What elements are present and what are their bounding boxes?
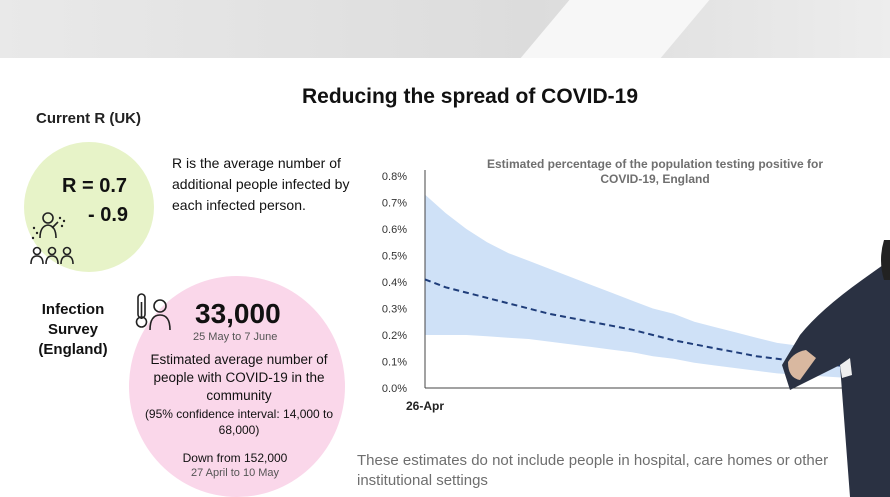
- y-tick-label: 0.2%: [382, 330, 407, 342]
- y-tick-label: 0.1%: [382, 357, 407, 369]
- y-tick-label: 0.6%: [382, 224, 407, 236]
- r-circle: [24, 142, 154, 272]
- infection-survey-label: Infection Survey (England): [38, 301, 108, 358]
- infection-circle: [129, 276, 345, 497]
- previous-estimate-text: Down from 152,000: [182, 451, 288, 465]
- y-tick-label: 0.8%: [382, 171, 407, 183]
- current-r-label: Current R (UK): [36, 110, 141, 127]
- x-tick-label: 26-Apr: [406, 399, 444, 413]
- chart-title: Estimated percentage of the population t…: [486, 157, 824, 186]
- infection-count: 33,000: [195, 298, 281, 329]
- top-background-band: [0, 0, 890, 58]
- infection-estimate-text: Estimated average number of people with …: [150, 352, 328, 403]
- footnote: These estimates do not include people in…: [357, 452, 829, 489]
- confidence-band: [425, 194, 860, 379]
- r-value: R = 0.7 - 0.9: [62, 172, 128, 230]
- confidence-interval-text: (95% confidence interval: 14,000 to 68,0…: [144, 407, 334, 437]
- y-tick-label: 0.0%: [382, 383, 407, 395]
- y-tick-label: 0.3%: [382, 304, 407, 316]
- slide-title: Reducing the spread of COVID-19: [301, 85, 639, 108]
- presenter-silhouette: [782, 240, 890, 497]
- r-value-line2: - 0.9: [88, 204, 129, 226]
- y-tick-label: 0.4%: [382, 277, 407, 289]
- r-value-line1: R = 0.7: [62, 175, 128, 197]
- infection-date-range: 25 May to 7 June: [193, 331, 278, 343]
- y-tick-label: 0.5%: [382, 251, 407, 263]
- y-tick-label: 0.7%: [382, 198, 407, 210]
- people-spreading-icon: [30, 212, 74, 265]
- previous-estimate-date: 27 April to 10 May: [190, 467, 280, 479]
- r-description: R is the average number of additional pe…: [172, 155, 350, 213]
- thermometer-person-icon: [135, 293, 171, 330]
